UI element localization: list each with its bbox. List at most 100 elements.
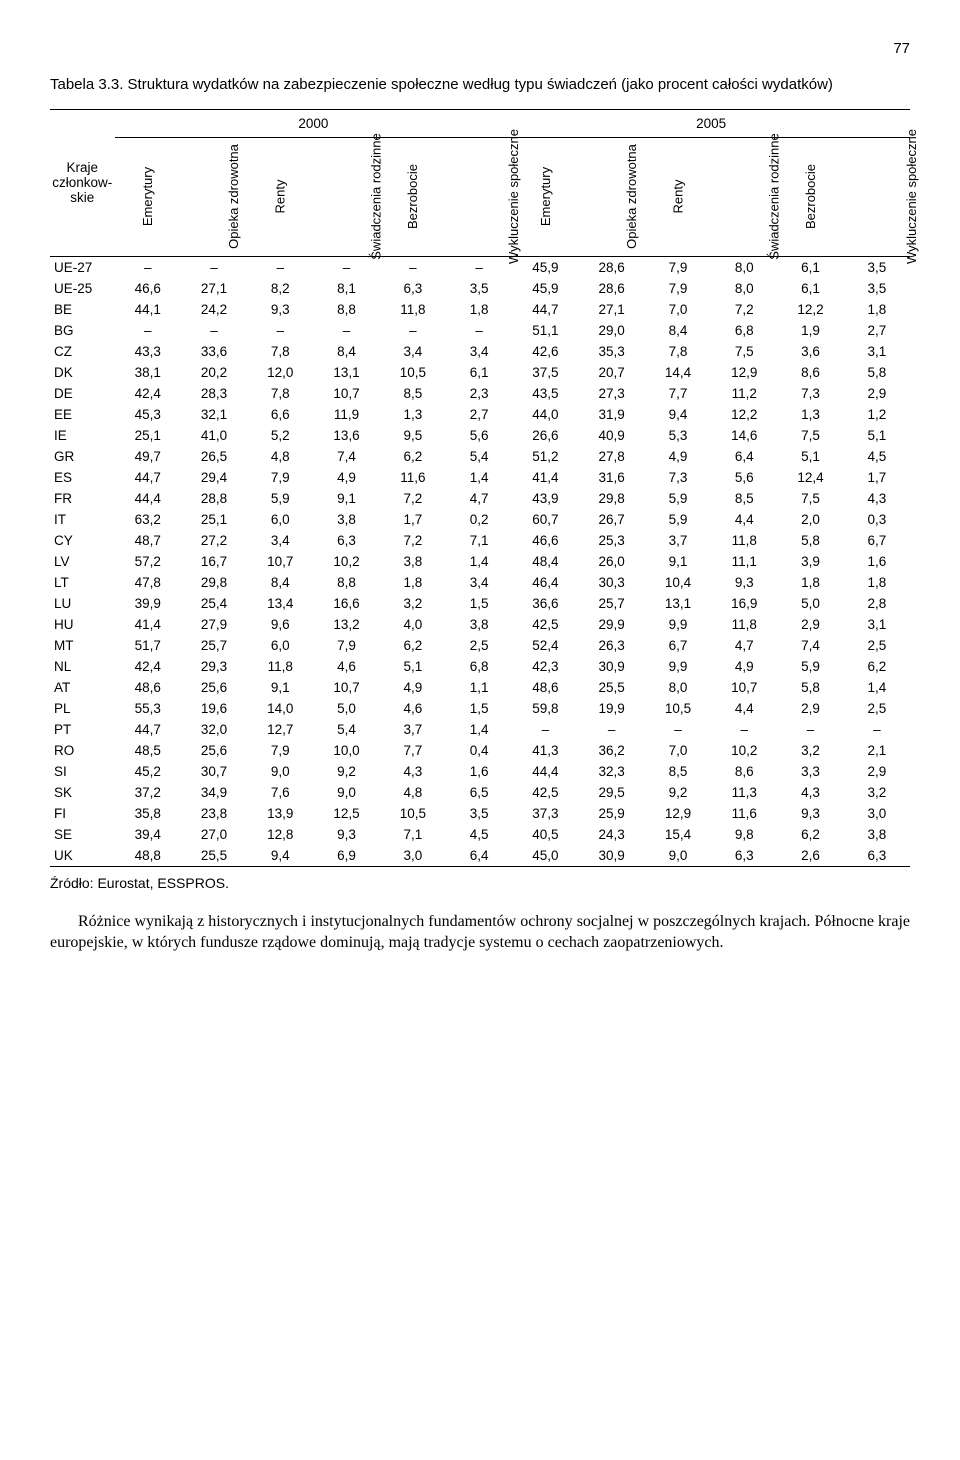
table-cell: 12,0	[247, 362, 313, 383]
table-cell: 20,2	[181, 362, 247, 383]
table-cell: –	[181, 256, 247, 278]
table-cell: 59,8	[512, 698, 578, 719]
table-cell: –	[380, 320, 446, 341]
table-cell: 9,1	[247, 677, 313, 698]
table-cell: 52,4	[512, 635, 578, 656]
table-cell: 42,4	[115, 656, 181, 677]
table-cell: 2,9	[844, 383, 910, 404]
table-cell: 42,6	[512, 341, 578, 362]
table-cell: 8,4	[313, 341, 379, 362]
table-cell: –	[645, 719, 711, 740]
table-cell: 9,4	[247, 845, 313, 867]
table-cell: 1,8	[380, 572, 446, 593]
table-cell: 3,7	[645, 530, 711, 551]
table-row: PL55,319,614,05,04,61,559,819,910,54,42,…	[50, 698, 910, 719]
table-cell: –	[844, 719, 910, 740]
table-cell: 4,0	[380, 614, 446, 635]
table-cell: 4,3	[844, 488, 910, 509]
table-cell: 9,8	[711, 824, 777, 845]
table-cell: 30,9	[579, 656, 645, 677]
table-cell: 14,0	[247, 698, 313, 719]
table-cell: 31,6	[579, 467, 645, 488]
table-cell: 11,6	[380, 467, 446, 488]
table-cell: 25,5	[579, 677, 645, 698]
table-cell: 12,5	[313, 803, 379, 824]
row-label: SE	[50, 824, 115, 845]
table-cell: 4,6	[313, 656, 379, 677]
table-cell: 6,2	[380, 446, 446, 467]
table-cell: 2,5	[844, 635, 910, 656]
table-row: GR49,726,54,87,46,25,451,227,84,96,45,14…	[50, 446, 910, 467]
table-cell: 27,0	[181, 824, 247, 845]
table-cell: 4,4	[711, 509, 777, 530]
table-cell: 4,9	[711, 656, 777, 677]
table-cell: 4,8	[380, 782, 446, 803]
row-label: IT	[50, 509, 115, 530]
table-cell: 7,9	[247, 467, 313, 488]
table-cell: 3,8	[446, 614, 512, 635]
table-cell: 8,6	[777, 362, 843, 383]
table-cell: 44,0	[512, 404, 578, 425]
table-row: NL42,429,311,84,65,16,842,330,99,94,95,9…	[50, 656, 910, 677]
table-cell: 9,3	[711, 572, 777, 593]
table-cell: 4,9	[645, 446, 711, 467]
col-header: Opieka zdro­wotna	[181, 137, 247, 256]
table-cell: 19,6	[181, 698, 247, 719]
table-cell: 51,2	[512, 446, 578, 467]
table-cell: 46,6	[115, 278, 181, 299]
table-cell: 25,7	[181, 635, 247, 656]
table-cell: 10,7	[247, 551, 313, 572]
table-cell: 33,6	[181, 341, 247, 362]
table-cell: 5,1	[777, 446, 843, 467]
table-cell: 3,2	[844, 782, 910, 803]
table-cell: 4,5	[844, 446, 910, 467]
table-cell: 3,4	[380, 341, 446, 362]
table-row: RO48,525,67,910,07,70,441,336,27,010,23,…	[50, 740, 910, 761]
row-label: PT	[50, 719, 115, 740]
table-cell: –	[512, 719, 578, 740]
table-cell: 11,2	[711, 383, 777, 404]
table-row: UK48,825,59,46,93,06,445,030,99,06,32,66…	[50, 845, 910, 867]
table-cell: 3,5	[844, 256, 910, 278]
table-cell: 6,6	[247, 404, 313, 425]
table-cell: –	[247, 256, 313, 278]
table-cell: 29,3	[181, 656, 247, 677]
table-cell: 8,5	[645, 761, 711, 782]
table-row: MT51,725,76,07,96,22,552,426,36,74,77,42…	[50, 635, 910, 656]
table-cell: 27,2	[181, 530, 247, 551]
table-cell: 5,6	[446, 425, 512, 446]
table-cell: 6,7	[844, 530, 910, 551]
table-cell: 4,3	[380, 761, 446, 782]
table-cell: 2,6	[777, 845, 843, 867]
table-cell: 30,3	[579, 572, 645, 593]
table-cell: 1,5	[446, 593, 512, 614]
table-cell: 5,9	[247, 488, 313, 509]
row-label-header: Kraje człon­kow­skie	[50, 109, 115, 256]
table-cell: 10,5	[380, 803, 446, 824]
table-cell: 6,1	[777, 278, 843, 299]
table-cell: 25,1	[181, 509, 247, 530]
table-cell: 20,7	[579, 362, 645, 383]
table-cell: 0,3	[844, 509, 910, 530]
table-cell: 37,3	[512, 803, 578, 824]
table-cell: 2,5	[844, 698, 910, 719]
table-cell: 7,8	[247, 341, 313, 362]
row-label: AT	[50, 677, 115, 698]
table-cell: 3,5	[446, 278, 512, 299]
table-cell: 9,0	[645, 845, 711, 867]
table-cell: 5,2	[247, 425, 313, 446]
table-cell: 8,5	[380, 383, 446, 404]
table-cell: 25,4	[181, 593, 247, 614]
table-cell: 25,5	[181, 845, 247, 867]
page-number: 77	[50, 40, 910, 57]
table-cell: 42,3	[512, 656, 578, 677]
table-row: DK38,120,212,013,110,56,137,520,714,412,…	[50, 362, 910, 383]
table-cell: 1,5	[446, 698, 512, 719]
table-cell: 7,9	[313, 635, 379, 656]
table-cell: 4,7	[711, 635, 777, 656]
col-header: Wykluczenie społeczne	[446, 137, 512, 256]
table-cell: 2,0	[777, 509, 843, 530]
row-label: CY	[50, 530, 115, 551]
table-cell: 3,8	[380, 551, 446, 572]
row-label: PL	[50, 698, 115, 719]
